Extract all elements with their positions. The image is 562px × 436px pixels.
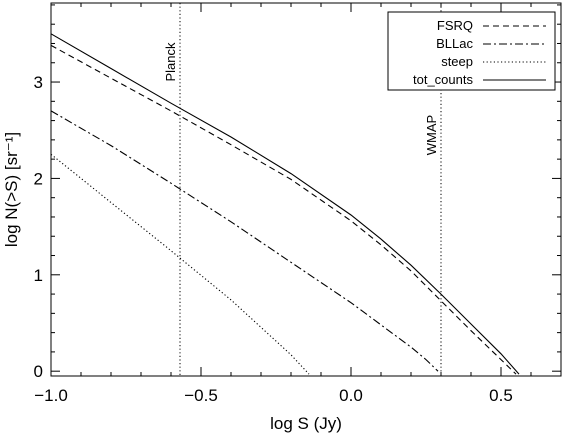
x-tick-label: −0.5 <box>184 386 218 405</box>
legend-label: steep <box>441 54 473 69</box>
series-line-tot-counts <box>50 33 520 375</box>
legend-label: BLLac <box>436 36 473 51</box>
legend-label: FSRQ <box>437 18 473 33</box>
tick-labels: Planck WMAP −1.0 −0.5 0.0 0.5 0 1 2 3 <box>34 42 513 405</box>
y-tick-label: 3 <box>34 73 43 92</box>
x-tick-label: −1.0 <box>34 386 68 405</box>
y-axis-label: log N(>S) [sr⁻¹] <box>2 132 21 247</box>
x-tick-label: 0.5 <box>489 386 513 405</box>
series-line-steep <box>50 153 310 375</box>
axes-frame <box>50 2 562 377</box>
x-axis-label: log S (Jy) <box>270 414 342 433</box>
legend-box <box>387 11 556 91</box>
vline-label-wmap: WMAP <box>424 115 439 155</box>
ticks <box>50 3 562 376</box>
vline-label-planck: Planck <box>163 42 178 82</box>
y-tick-label: 0 <box>34 362 43 381</box>
y-tick-label: 2 <box>34 169 43 188</box>
legend: FSRQ BLLac steep tot_counts <box>387 11 556 91</box>
y-tick-label: 1 <box>34 266 43 285</box>
series-line-fsrq <box>50 44 517 375</box>
legend-label: tot_counts <box>413 72 473 87</box>
x-tick-label: 0.0 <box>339 386 363 405</box>
series-line-bllac <box>50 110 439 372</box>
